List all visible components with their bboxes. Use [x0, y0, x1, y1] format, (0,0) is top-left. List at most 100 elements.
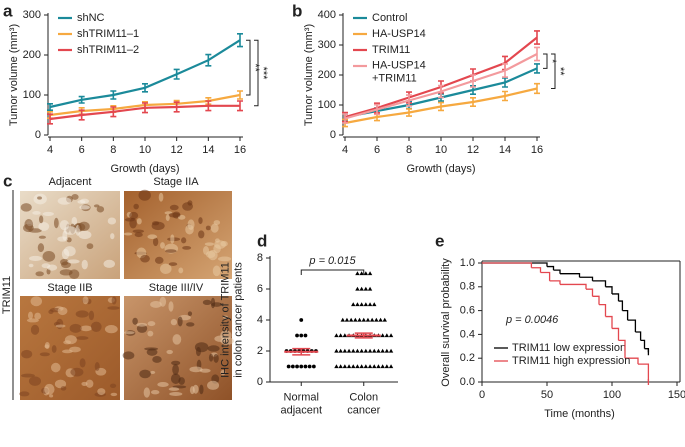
x-tick-label: 8 — [110, 144, 116, 156]
stain-label: TRIM11 — [1, 276, 13, 314]
texture-blob — [79, 358, 86, 368]
y-tick-label: 0.8 — [460, 281, 475, 293]
texture-blob — [19, 391, 30, 397]
data-point — [367, 302, 373, 307]
texture-blob — [104, 324, 118, 334]
texture-blob — [178, 267, 184, 274]
texture-blob — [38, 235, 46, 239]
texture-blob — [28, 376, 42, 386]
texture-blob — [123, 232, 133, 236]
texture-blob — [53, 217, 59, 229]
texture-blob — [97, 388, 106, 396]
x-tick-label: 16 — [531, 144, 543, 156]
data-point — [367, 364, 373, 369]
y-axis-label: Tumor volume (mm³) — [8, 24, 20, 126]
texture-blob — [30, 296, 43, 307]
texture-blob — [78, 230, 92, 240]
data-point — [359, 286, 364, 291]
x-tick-label: 4 — [342, 144, 348, 156]
texture-blob — [152, 356, 162, 363]
data-point — [355, 286, 360, 291]
y-tick-label: 300 — [23, 9, 41, 21]
y-tick-label: 2 — [257, 345, 263, 357]
texture-blob — [93, 204, 100, 208]
texture-blob — [57, 306, 68, 316]
texture-blob — [30, 324, 40, 335]
x-tick-label: Colon cancer — [347, 392, 380, 417]
texture-blob — [168, 262, 178, 266]
texture-blob — [168, 387, 180, 391]
texture-blob — [168, 301, 174, 312]
texture-blob — [207, 380, 220, 390]
texture-blob — [111, 296, 117, 305]
data-point — [384, 364, 390, 369]
data-point — [346, 364, 352, 369]
y-tick-label: 100 — [318, 99, 336, 111]
significance-label: *** — [257, 67, 269, 81]
x-tick-label: 6 — [79, 144, 85, 156]
y-tick-label: 8 — [257, 252, 263, 264]
y-tick-label: 0 — [330, 129, 336, 141]
texture-blob — [140, 254, 150, 263]
y-tick-label: 0 — [35, 129, 41, 141]
texture-blob — [37, 243, 45, 253]
texture-blob — [158, 192, 164, 202]
series-line — [344, 87, 538, 125]
survival-step — [605, 315, 613, 329]
data-point — [376, 364, 381, 369]
panel-letter: d — [257, 231, 267, 250]
texture-blob — [70, 367, 84, 377]
texture-blob — [90, 321, 102, 332]
y-tick-label: 0.0 — [460, 376, 475, 388]
texture-blob — [38, 215, 44, 224]
x-tick-label: 150 — [668, 389, 685, 401]
error-bar — [237, 33, 243, 48]
sem-bar — [354, 332, 373, 339]
y-tick-label: 0.4 — [460, 328, 475, 340]
data-point — [380, 333, 385, 338]
data-point — [359, 364, 364, 369]
texture-blob — [122, 351, 135, 360]
x-tick-label: 8 — [406, 144, 412, 156]
panel-letter: e — [435, 231, 444, 250]
texture-blob — [147, 330, 154, 337]
data-point — [334, 333, 339, 338]
texture-blob — [37, 196, 42, 200]
survival-step — [627, 319, 637, 333]
data-point — [338, 364, 343, 369]
texture-blob — [189, 366, 203, 373]
texture-blob — [85, 379, 94, 388]
image-title: Stage IIA — [153, 176, 199, 188]
image-title: Adjacent — [49, 176, 92, 188]
texture-blob — [44, 344, 50, 349]
texture-blob — [172, 334, 182, 345]
texture-blob — [150, 370, 156, 374]
texture-blob — [79, 205, 90, 210]
texture-blob — [24, 219, 34, 230]
texture-blob — [152, 237, 159, 247]
data-point — [351, 302, 356, 307]
texture-blob — [75, 310, 89, 318]
texture-blob — [160, 242, 165, 249]
texture-blob — [168, 212, 181, 218]
texture-blob — [42, 211, 55, 216]
data-point — [372, 348, 377, 353]
panel-letter: b — [292, 1, 302, 20]
y-tick-label: 0 — [257, 376, 263, 388]
texture-blob — [182, 202, 193, 211]
texture-blob — [139, 369, 151, 379]
survival-step — [553, 269, 561, 274]
texture-blob — [86, 243, 94, 250]
data-point — [355, 302, 360, 307]
x-axis-label: Time (months) — [544, 408, 615, 420]
texture-blob — [222, 315, 229, 319]
data-point — [303, 333, 308, 338]
texture-blob — [64, 335, 77, 345]
texture-blob — [207, 345, 220, 352]
data-point — [338, 333, 343, 338]
data-point — [359, 348, 364, 353]
survival-step — [560, 283, 587, 290]
data-point — [355, 364, 360, 369]
texture-blob — [185, 224, 194, 235]
